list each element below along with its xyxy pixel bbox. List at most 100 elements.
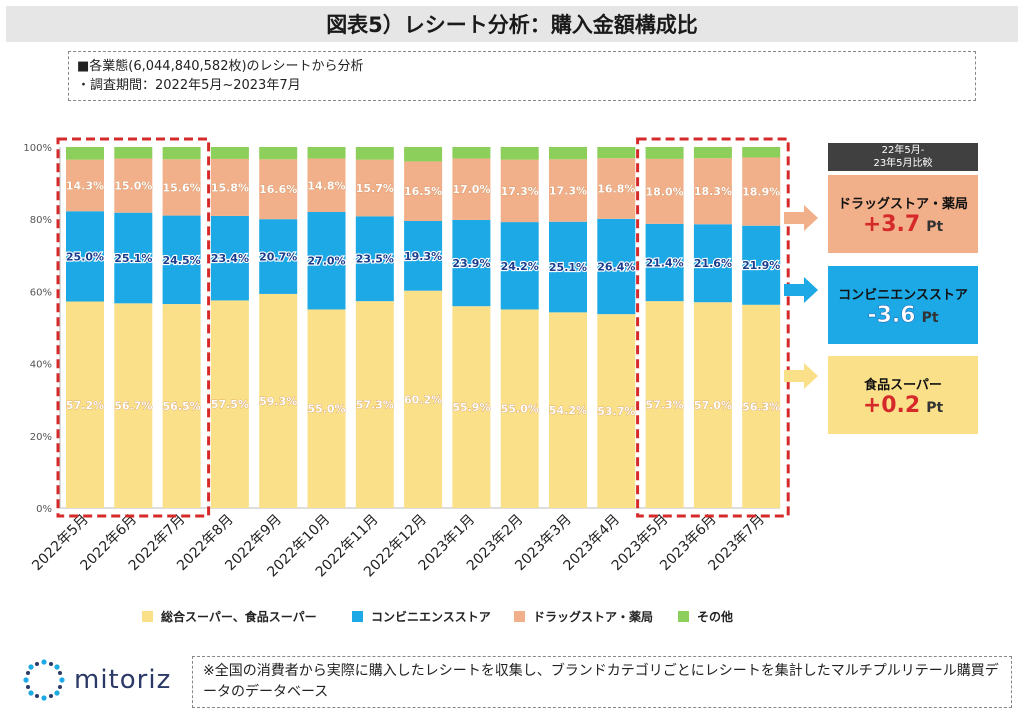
bar-drugstore (404, 161, 443, 222)
data-label-supermarket: 57.3% (646, 399, 684, 412)
comparison-supermarket: 食品スーパー +0.2 Pt (828, 356, 978, 434)
data-label-drugstore: 17.0% (452, 183, 490, 196)
data-label-supermarket: 57.0% (694, 399, 732, 412)
bar-convenience (645, 223, 684, 302)
bar-drugstore (500, 159, 539, 223)
bar-supermarket (404, 290, 443, 508)
bar-convenience (693, 224, 732, 303)
data-label-drugstore: 16.5% (404, 185, 442, 198)
bar-other (404, 147, 443, 162)
bar-drugstore (114, 158, 153, 213)
legend-item-drugstore: ドラッグストア・薬局 (514, 608, 653, 625)
arrow-icon (784, 277, 818, 303)
bar-drugstore (549, 159, 587, 222)
note-line-1: ■各業態(6,044,840,582枚)のレシートから分析 (77, 59, 364, 74)
legend-item-supermarket: 総合スーパー、食品スーパー (142, 608, 317, 625)
bar-other (259, 147, 298, 160)
comparison-value: +3.7 (862, 212, 921, 237)
comparison-header-line-2: 23年5月比較 (873, 158, 933, 169)
bar-convenience (355, 216, 394, 302)
bar-convenience (66, 211, 104, 302)
y-tick-label: 80% (30, 215, 52, 226)
bar-supermarket (355, 301, 394, 508)
data-label-supermarket: 56.5% (163, 400, 201, 413)
bar-other (693, 147, 732, 159)
bar-supermarket (452, 306, 491, 508)
bar-other (355, 147, 394, 160)
bar-drugstore (66, 159, 104, 212)
bar-supermarket (597, 314, 636, 508)
bar-drugstore (162, 159, 201, 216)
data-label-supermarket: 60.2% (404, 393, 442, 406)
bar-convenience (597, 218, 636, 315)
bar-other (162, 147, 201, 160)
bar-other (742, 147, 781, 158)
data-label-convenience: 26.4% (597, 260, 635, 273)
bar-convenience (500, 222, 539, 310)
legend-swatch (678, 611, 689, 622)
bar-other (549, 147, 587, 160)
legend-label: その他 (697, 610, 734, 624)
bar-convenience (549, 221, 587, 313)
bar-supermarket (259, 293, 298, 508)
data-label-convenience: 21.4% (646, 257, 684, 270)
comparison-value: -3.6 (867, 303, 916, 329)
legend-label: コンビニエンスストア (371, 610, 491, 624)
y-tick-label: 20% (30, 432, 52, 443)
legend-label: ドラッグストア・薬局 (533, 610, 654, 624)
bar-other (307, 147, 346, 159)
data-label-drugstore: 16.6% (259, 183, 297, 196)
bar-drugstore (597, 158, 636, 219)
arrow-icon (784, 205, 818, 231)
legend-item-convenience: コンビニエンスストア (352, 608, 491, 625)
y-tick-label: 60% (30, 287, 52, 298)
y-tick-label: 0% (36, 504, 52, 515)
legend-swatch (514, 611, 525, 622)
bar-supermarket (645, 301, 684, 508)
comparison-label: コンビニエンスストア (838, 288, 968, 303)
bar-drugstore (742, 157, 781, 226)
comparison-header-line-1: 22年5月- (881, 145, 925, 156)
data-source-note: ■各業態(6,044,840,582枚)のレシートから分析 ・調査期間：2022… (68, 51, 976, 101)
data-label-drugstore: 18.9% (742, 186, 780, 199)
data-label-supermarket: 54.2% (549, 404, 587, 417)
data-label-drugstore: 16.8% (597, 183, 635, 196)
data-label-drugstore: 17.3% (501, 185, 539, 198)
comparison-convenience: コンビニエンスストア -3.6 Pt (828, 266, 978, 344)
data-label-convenience: 24.5% (163, 254, 201, 267)
legend-item-other: その他 (678, 608, 733, 625)
data-label-convenience: 19.3% (404, 250, 442, 263)
bar-other (645, 147, 684, 159)
legend-swatch (142, 611, 153, 622)
data-label-convenience: 20.7% (259, 251, 297, 264)
mitoriz-logo: mitoriz (22, 655, 192, 705)
bar-supermarket (549, 312, 587, 508)
comparison-header: 22年5月- 23年5月比較 (828, 143, 978, 171)
bar-drugstore (355, 159, 394, 217)
data-label-drugstore: 15.7% (356, 182, 394, 195)
comparison-unit: Pt (921, 310, 939, 326)
comparison-value: +0.2 (862, 393, 921, 418)
bar-supermarket (742, 304, 781, 508)
bar-other (500, 147, 539, 160)
note-line-2: ・調査期間：2022年5月~2023年7月 (77, 78, 301, 93)
bar-convenience (259, 219, 298, 294)
y-tick-label: 100% (23, 143, 52, 154)
footer-note: ※全国の消費者から実際に購入したレシートを収集し、ブランドカテゴリごとにレシート… (192, 656, 1012, 708)
data-label-supermarket: 55.9% (452, 401, 490, 414)
legend-label: 総合スーパー、食品スーパー (161, 610, 317, 624)
bar-other (66, 147, 104, 160)
chart-title: 図表5）レシート分析：購入金額構成比 (326, 13, 698, 37)
mitoriz-logo-icon (23, 659, 65, 701)
bar-drugstore (259, 159, 298, 220)
data-label-drugstore: 15.6% (163, 181, 201, 194)
bar-supermarket (114, 303, 153, 508)
highlight-frame (636, 137, 790, 518)
data-label-convenience: 23.5% (356, 253, 394, 266)
arrow-icon (784, 363, 818, 389)
data-label-drugstore: 14.8% (307, 179, 345, 192)
data-label-supermarket: 56.3% (742, 400, 780, 413)
bar-other (210, 147, 249, 159)
bar-convenience (404, 221, 443, 291)
data-label-drugstore: 18.3% (694, 185, 732, 198)
